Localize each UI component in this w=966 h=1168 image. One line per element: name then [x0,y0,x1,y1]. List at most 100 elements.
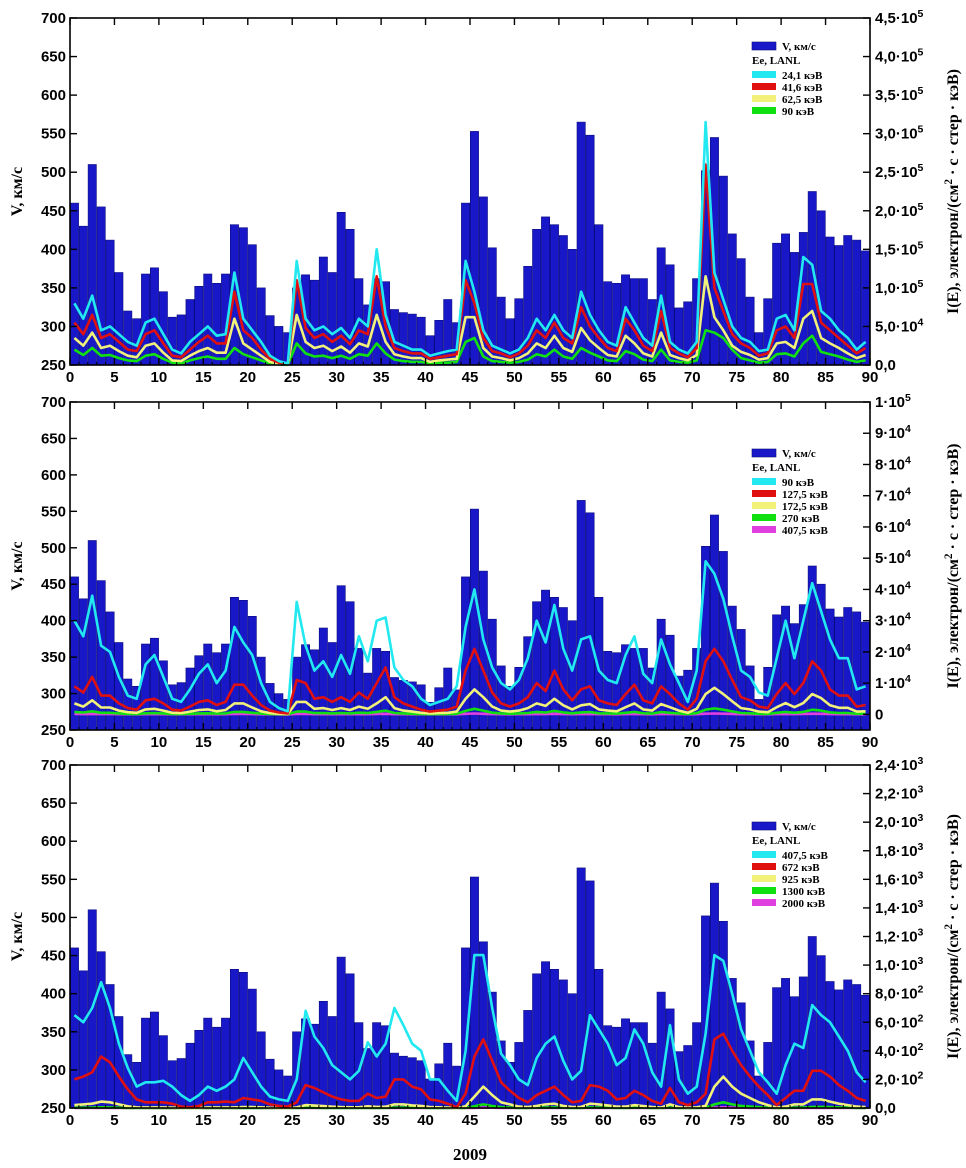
bar [141,643,150,731]
bar [212,652,222,731]
x-tick-label: 45 [462,734,479,751]
y-tick-label-right: 0,0 [875,1100,896,1117]
y-tick-label-left: 250 [41,722,66,739]
bar [230,596,239,731]
x-tick-label: 40 [417,734,434,751]
x-tick-label: 15 [195,734,212,751]
y-tick-label-left: 300 [41,318,66,335]
x-tick-label: 60 [595,1112,612,1129]
bar [96,951,106,1109]
bar [194,655,204,731]
bar-series [70,500,871,731]
legend-swatch [752,95,776,102]
x-tick-label: 0 [66,1112,74,1129]
bar [203,1017,213,1109]
x-tick-label: 30 [328,1112,345,1129]
bar [114,642,124,731]
bar [203,273,213,366]
y-tick-label-right: 2,2·103 [875,784,924,803]
y-tick-label-right: 2,0·103 [875,812,924,831]
x-tick-label: 80 [773,734,790,751]
bar [469,508,479,731]
legend-label: 172,5 кэВ [782,501,828,513]
bar [238,599,248,731]
bar [230,968,239,1109]
bar [825,981,835,1109]
y-tick-label-left: 350 [41,1024,66,1041]
y-tick-label-left: 300 [41,686,66,703]
y-tick-label-right: 4,0·102 [875,1041,924,1060]
x-tick-label: 55 [551,369,568,386]
line-series-group [73,120,867,367]
bar [541,961,551,1109]
y-tick-label-right: 2,4·103 [875,755,924,774]
bar [185,667,195,731]
y-axis-label-right: I(E), электрон/(см2 · с · стер · кэВ) [943,814,962,1059]
x-tick-label: 30 [328,734,345,751]
legend-label: 925 кэВ [782,874,820,886]
legend-label: 2000 кэВ [782,898,826,910]
y-tick-label-right: 1·104 [875,673,911,692]
line-series [73,328,866,367]
y-tick-label-right: 1,0·105 [875,278,924,297]
legend-swatch [751,448,777,458]
bar [523,1010,533,1109]
x-tick-label: 25 [284,1112,301,1129]
y-tick-label-left: 450 [41,203,66,220]
legend-label: 407,5 кэВ [782,525,828,537]
line-series [73,953,867,1103]
y-tick-label-left: 600 [41,87,66,104]
x-tick-label: 40 [417,369,434,386]
x-tick-label: 40 [417,1112,434,1129]
y-tick-label-left: 350 [41,649,66,666]
bar [434,687,444,731]
bar [612,652,622,731]
legend-label: 90 кэВ [782,477,815,489]
y-tick-label-left: 700 [41,394,66,411]
x-tick-label: 15 [195,369,212,386]
legend-label: 407,5 кэВ [782,850,828,862]
x-tick-label: 50 [506,369,523,386]
line-series [73,559,867,713]
y-tick-label-right: 5·104 [875,548,911,567]
y-tick-label-left: 450 [41,948,66,965]
y-tick-label-left: 700 [41,757,66,774]
line-series-group [73,559,867,716]
y-tick-label-left: 550 [41,871,66,888]
y-tick-label-right: 4,0·105 [875,47,924,66]
y-tick-label-left: 400 [41,986,66,1003]
x-tick-label: 45 [462,1112,479,1129]
x-tick-label: 35 [373,1112,390,1129]
legend-header: Ee, LANL [752,835,800,847]
y-tick-label-left: 550 [41,126,66,143]
bar [861,994,871,1109]
legend-swatch [751,41,777,51]
bar [176,682,186,731]
bar [78,970,88,1109]
bar [336,956,346,1109]
bar [816,210,826,366]
y-tick-label-right: 2,5·105 [875,162,924,181]
bar [585,512,595,731]
y-tick-label-right: 1,8·103 [875,841,924,860]
x-tick-label: 85 [817,369,834,386]
x-tick-label: 55 [551,1112,568,1129]
x-tick-label: 90 [862,734,879,751]
y-tick-label-left: 250 [41,357,66,374]
bar [861,250,871,366]
line-series [74,707,866,716]
bar [541,589,551,731]
line-series [74,1032,867,1109]
y-tick-label-right: 3,5·105 [875,85,924,104]
bar [265,683,275,731]
x-tick-label: 75 [728,369,745,386]
legend-label: 672 кэВ [782,862,820,874]
y-tick-label-left: 350 [41,280,66,297]
bar [425,1078,435,1109]
y-tick-label-right: 6·104 [875,517,911,536]
y-tick-label-left: 700 [41,10,66,27]
legend-header: Ee, LANL [752,55,800,67]
bar-series [70,121,871,366]
bar [781,978,791,1109]
